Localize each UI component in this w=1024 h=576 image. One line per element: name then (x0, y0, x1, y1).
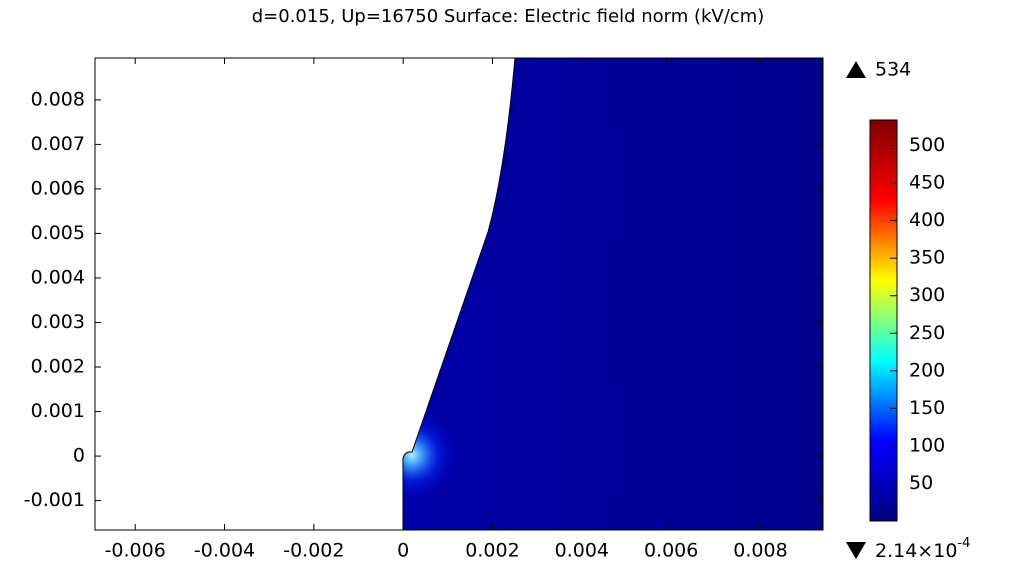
x-tick-label: 0.008 (733, 540, 787, 562)
field-hotspot (403, 58, 823, 530)
y-tick-label: 0.001 (31, 400, 85, 422)
colorbar-tick-label: 400 (909, 209, 945, 231)
y-tick-label: 0.008 (31, 88, 85, 110)
max-marker (846, 61, 866, 78)
colorbar-min: 2.14×10-4 (875, 536, 970, 562)
colorbar-tick-label: 300 (909, 284, 945, 306)
y-tick-label: 0 (73, 445, 85, 467)
x-tick-label: 0.002 (465, 540, 519, 562)
plot-frame (94, 57, 824, 531)
colorbar-tick-label: 200 (909, 359, 945, 381)
x-tick-label: -0.004 (194, 540, 255, 562)
electrode-boundary (402, 57, 516, 530)
y-tick-label: 0.004 (31, 266, 85, 288)
x-tick-label: -0.006 (105, 540, 166, 562)
x-tick-label: -0.002 (283, 540, 344, 562)
y-tick-label: 0.002 (31, 356, 85, 378)
colorbar-min-exponent: -4 (957, 536, 970, 551)
y-tick-label: -0.001 (24, 489, 85, 511)
min-marker (846, 542, 866, 559)
y-tick-label: 0.003 (31, 311, 85, 333)
colorbar-tick-label: 500 (909, 134, 945, 156)
colorbar-max: 534 (875, 59, 911, 81)
chart-title: d=0.015, Up=16750 Surface: Electric fiel… (252, 6, 765, 27)
colorbar-tick-label: 350 (909, 247, 945, 269)
x-tick-label: 0.006 (644, 540, 698, 562)
colorbar-min-mantissa: 2.14×10 (875, 540, 957, 562)
y-tick-label: 0.007 (31, 133, 85, 155)
y-tick-label: 0.005 (31, 222, 85, 244)
colorbar (869, 119, 898, 522)
x-tick-label: 0.004 (555, 540, 609, 562)
y-tick-label: 0.006 (31, 177, 85, 199)
colorbar-tick-label: 250 (909, 322, 945, 344)
colorbar-tick-label: 50 (909, 472, 933, 494)
colorbar-tick-label: 450 (909, 172, 945, 194)
colorbar-tick-label: 100 (909, 434, 945, 456)
colorbar-tick-label: 150 (909, 397, 945, 419)
x-tick-label: 0 (397, 540, 409, 562)
